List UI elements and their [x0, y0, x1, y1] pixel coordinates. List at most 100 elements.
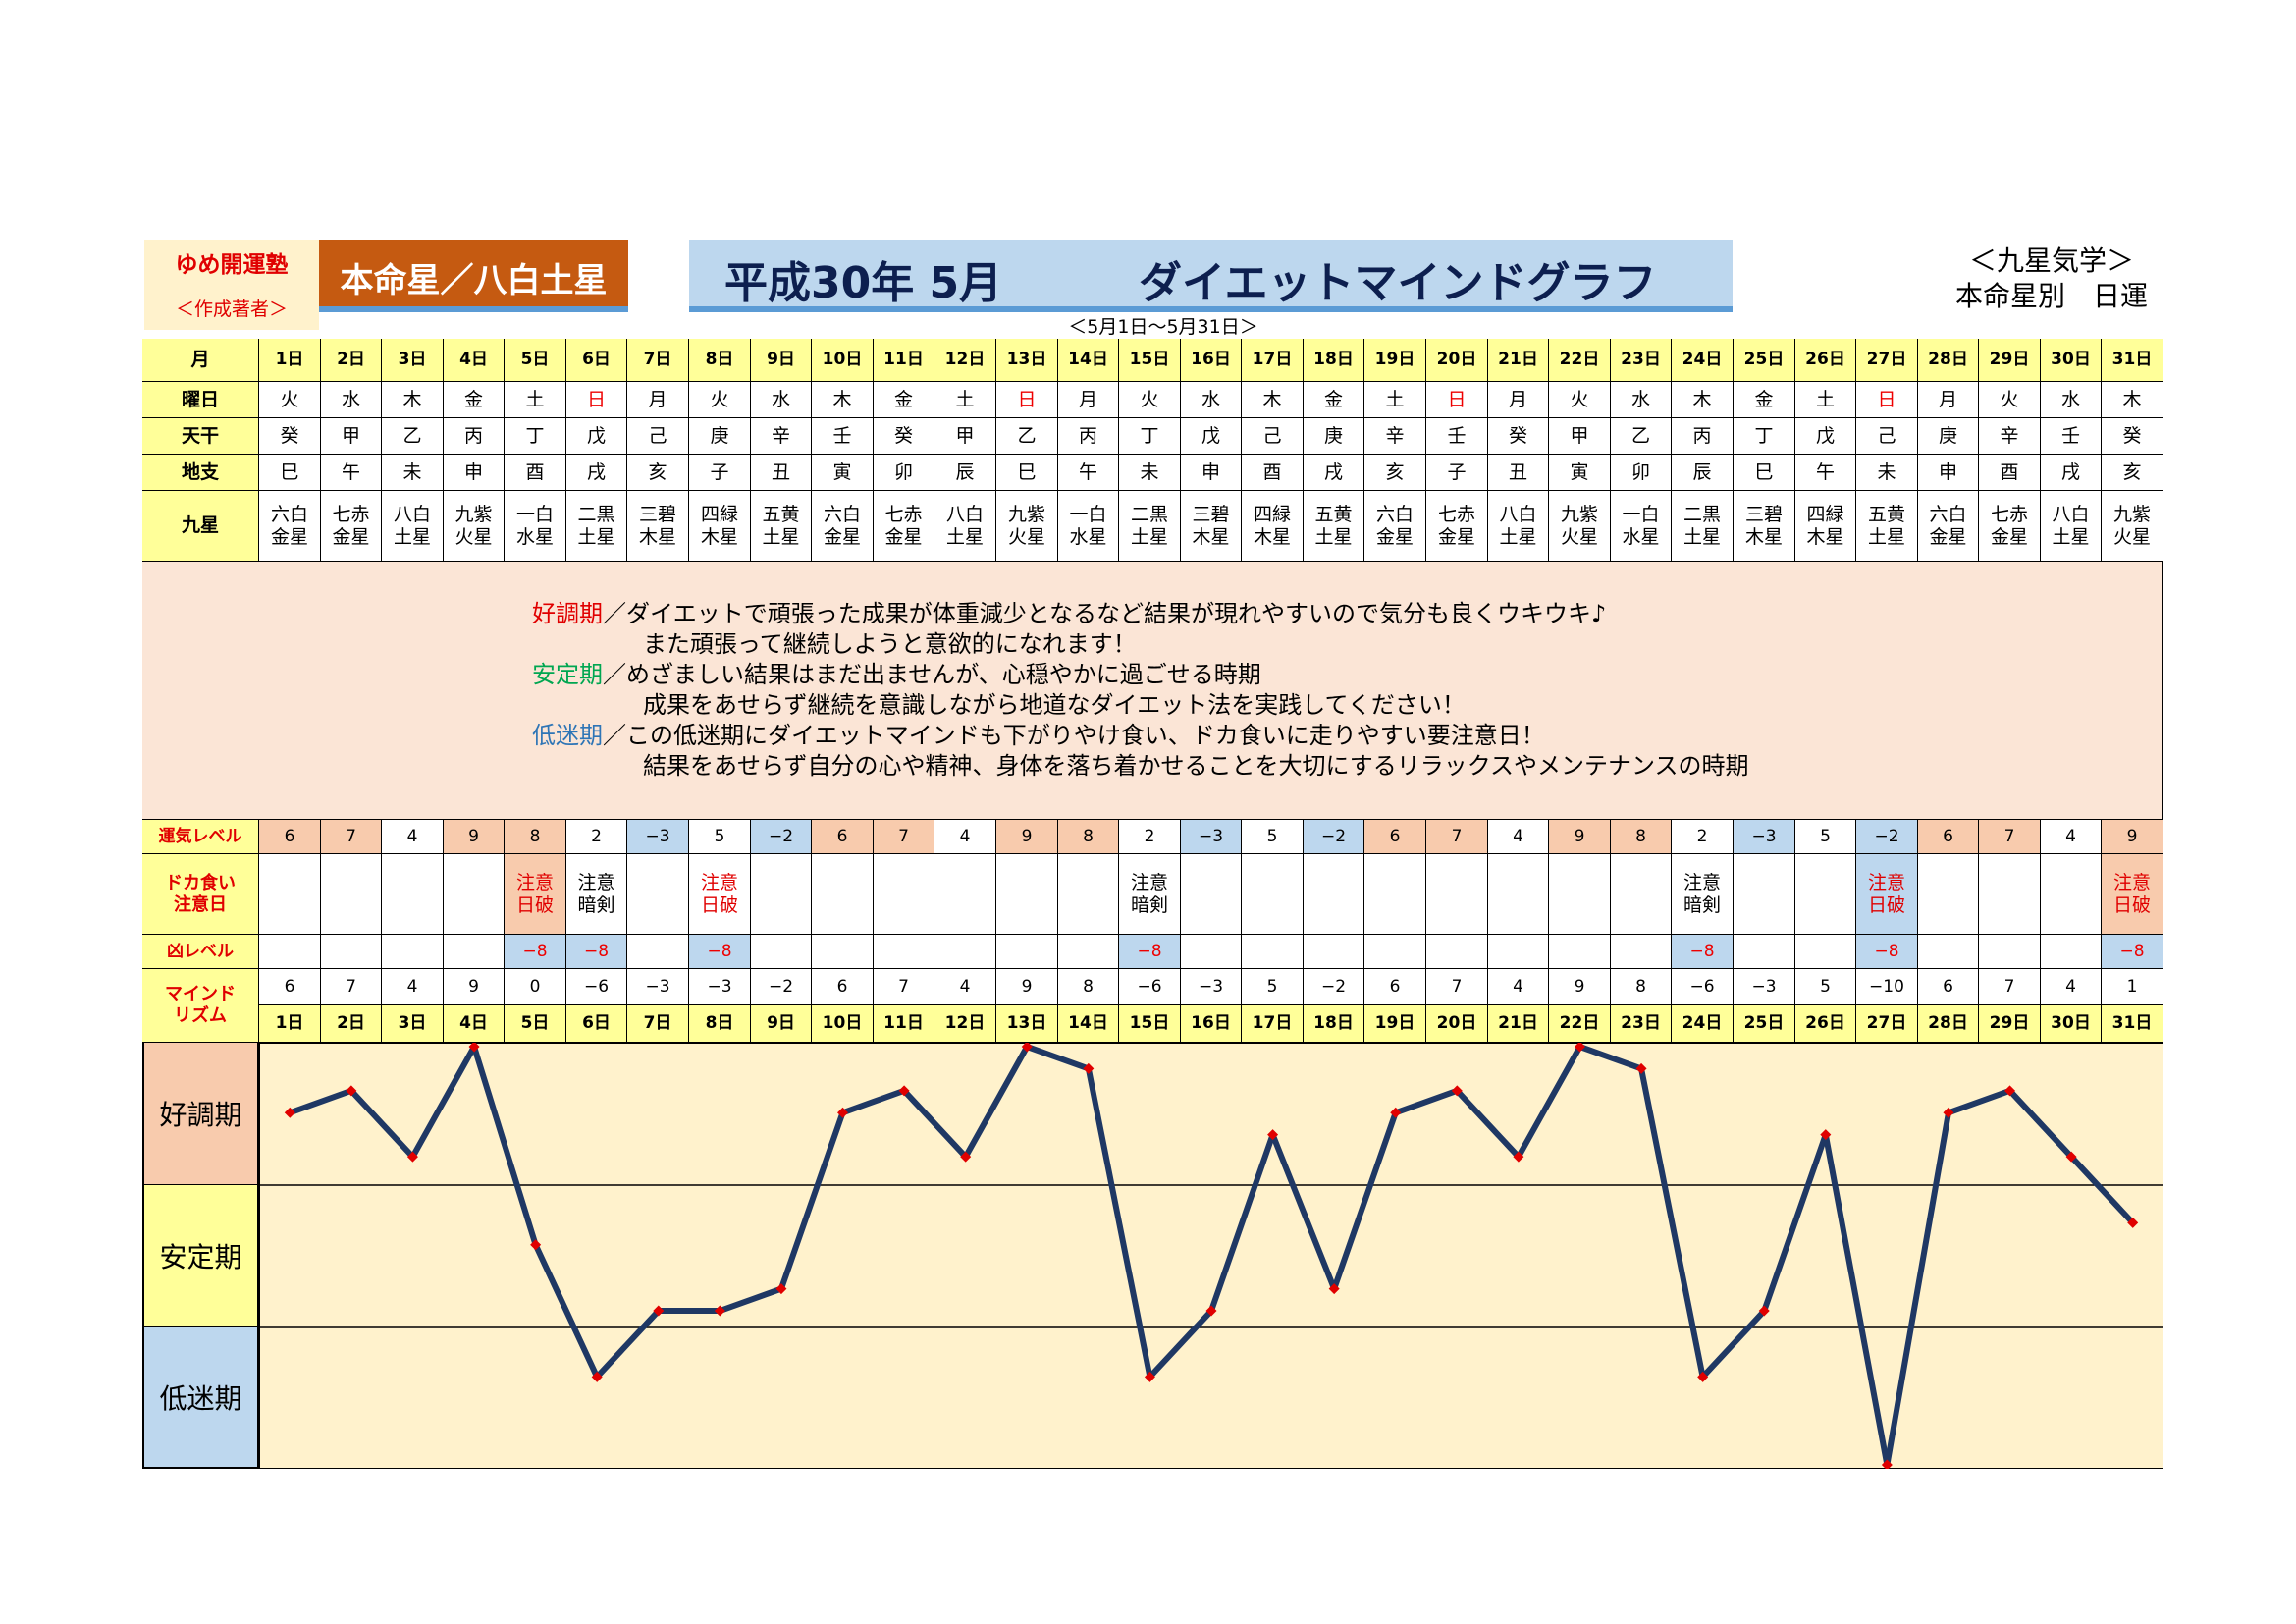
fortune-level-cell: 5 — [689, 820, 751, 854]
data-point — [1205, 1305, 1217, 1317]
mind-rhythm-cell: 4 — [934, 969, 996, 1005]
series-line-segment — [839, 1087, 908, 1116]
series-line-segment — [1331, 1110, 1399, 1292]
mind-rhythm-cell: 5 — [1242, 969, 1304, 1005]
chishi-cell: 申 — [1918, 455, 1979, 491]
kyusei-cell: 二黒 土星 — [1672, 491, 1734, 562]
bad-level-cell — [1611, 935, 1672, 969]
chishi-cell: 寅 — [812, 455, 874, 491]
tenkan-cell: 丁 — [1119, 418, 1181, 455]
bad-level-cell — [382, 935, 444, 969]
row-label-tenkan: 天干 — [142, 418, 259, 455]
zone-label-good: 好調期 — [142, 1043, 259, 1185]
bad-level-cell — [1242, 935, 1304, 969]
fortune-level-cell: 8 — [1611, 820, 1672, 854]
chishi-cell: 戌 — [566, 455, 627, 491]
title-main: ダイエットマインドグラフ — [1139, 258, 1657, 308]
data-point — [1635, 1062, 1647, 1074]
fortune-level-cell: 7 — [1426, 820, 1488, 854]
chishi-cell: 酉 — [1242, 455, 1304, 491]
bad-level-cell — [751, 935, 812, 969]
series-line-segment — [777, 1110, 846, 1292]
caution-cell: 注意 日破 — [505, 854, 566, 935]
chishi-cell: 巳 — [259, 455, 321, 491]
data-point — [406, 1151, 418, 1163]
day-header-cell: 25日 — [1734, 339, 1795, 382]
mind-rhythm-cell: 7 — [1979, 969, 2041, 1005]
day-header-cell: 27日 — [1856, 339, 1918, 382]
day-footer-cell: 14日 — [1058, 1005, 1119, 1043]
mind-rhythm-cell: 7 — [874, 969, 934, 1005]
chishi-cell: 未 — [1119, 455, 1181, 491]
kyusei-cell: 六白 金星 — [259, 491, 321, 562]
mind-rhythm-cell: 6 — [1918, 969, 1979, 1005]
series-line-segment — [1085, 1065, 1153, 1380]
mind-rhythm-cell: −10 — [1856, 969, 1918, 1005]
weekday-cell: 土 — [934, 382, 996, 418]
kyusei-cell: 五黄 土星 — [1856, 491, 1918, 562]
data-point — [1697, 1371, 1709, 1382]
weekday-cell: 木 — [382, 382, 444, 418]
kyusei-cell: 二黒 土星 — [566, 491, 627, 562]
date-range: ＜5月1日～5月31日＞ — [1068, 316, 1258, 338]
mind-rhythm-cell: −2 — [1304, 969, 1364, 1005]
data-point — [2127, 1217, 2139, 1228]
tenkan-cell: 癸 — [1488, 418, 1549, 455]
series-line-segment — [1822, 1131, 1891, 1468]
tenkan-cell: 丙 — [444, 418, 505, 455]
series-line-segment — [347, 1087, 416, 1161]
fortune-level-cell: −2 — [1856, 820, 1918, 854]
kyusei-cell: 三碧 木星 — [627, 491, 689, 562]
day-header-cell: 15日 — [1119, 339, 1181, 382]
kyusei-cell: 六白 金星 — [1364, 491, 1426, 562]
day-header-cell: 6日 — [566, 339, 627, 382]
author-note: ＜作成著者＞ — [175, 298, 288, 320]
bad-level-cell — [1795, 935, 1856, 969]
series-line-segment — [287, 1087, 354, 1116]
day-header-cell: 4日 — [444, 339, 505, 382]
desc-good-line1: ／ダイエットで頑張った成果が体重減少となるなど結果が現れやすいので気分も良くウキ… — [603, 600, 1607, 627]
weekday-cell: 金 — [1304, 382, 1364, 418]
fortune-level-cell: 6 — [259, 820, 321, 854]
day-footer-cell: 17日 — [1242, 1005, 1304, 1043]
mind-rhythm-cell: 7 — [321, 969, 382, 1005]
chishi-cell: 未 — [382, 455, 444, 491]
fortune-level-cell: 2 — [1672, 820, 1734, 854]
caution-cell — [2041, 854, 2102, 935]
day-header-cell: 18日 — [1304, 339, 1364, 382]
day-header-cell: 17日 — [1242, 339, 1304, 382]
day-header-cell: 5日 — [505, 339, 566, 382]
day-footer-cell: 10日 — [812, 1005, 874, 1043]
caution-cell: 注意 暗剣 — [1672, 854, 1734, 935]
bad-level-cell — [1058, 935, 1119, 969]
mind-rhythm-cell: 4 — [382, 969, 444, 1005]
weekday-cell: 金 — [874, 382, 934, 418]
weekday-cell: 火 — [689, 382, 751, 418]
mind-rhythm-cell: 6 — [259, 969, 321, 1005]
day-footer-cell: 8日 — [689, 1005, 751, 1043]
fortune-level-cell: 7 — [1979, 820, 2041, 854]
weekday-cell: 火 — [1119, 382, 1181, 418]
series-line-segment — [471, 1044, 539, 1248]
caution-cell — [812, 854, 874, 935]
school-name: ゆめ開運塾 — [175, 252, 289, 278]
kyusei-cell: 七赤 金星 — [321, 491, 382, 562]
desc-low-line1: ／この低迷期にダイエットマインドも下がりやけ食い、ドカ食いに走りやすい要注意日！ — [603, 722, 1545, 749]
weekday-cell: 月 — [627, 382, 689, 418]
day-footer-cell: 26日 — [1795, 1005, 1856, 1043]
tenkan-cell: 戊 — [1795, 418, 1856, 455]
fortune-level-cell: 8 — [1058, 820, 1119, 854]
tenkan-cell: 乙 — [996, 418, 1058, 455]
day-footer-cell: 3日 — [382, 1005, 444, 1043]
chishi-cell: 卯 — [1611, 455, 1672, 491]
weekday-cell: 日 — [566, 382, 627, 418]
fortune-level-cell: 7 — [874, 820, 934, 854]
data-point — [284, 1107, 295, 1118]
day-header-cell: 3日 — [382, 339, 444, 382]
tenkan-cell: 丙 — [1058, 418, 1119, 455]
day-header-cell: 20日 — [1426, 339, 1488, 382]
chishi-cell: 丑 — [1488, 455, 1549, 491]
mind-rhythm-cell: −3 — [1181, 969, 1242, 1005]
tenkan-cell: 甲 — [934, 418, 996, 455]
tenkan-cell: 庚 — [1918, 418, 1979, 455]
